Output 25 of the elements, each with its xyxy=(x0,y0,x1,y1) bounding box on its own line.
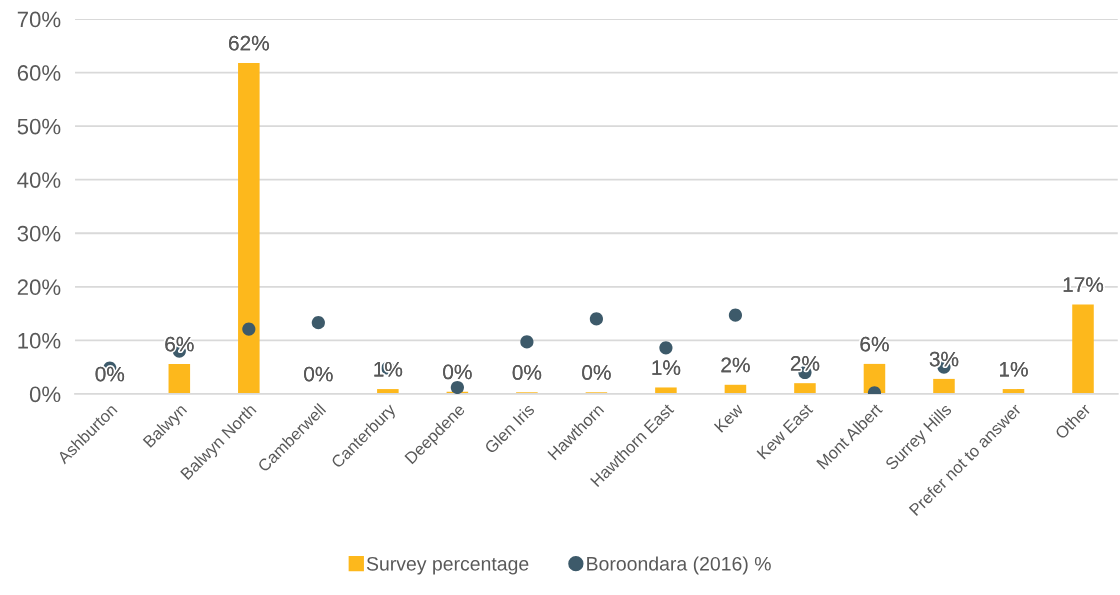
data-label: 62% xyxy=(229,35,269,51)
data-label: 3% xyxy=(929,351,959,367)
data-label: 6% xyxy=(860,336,889,352)
y-tick-label: 10% xyxy=(18,332,61,349)
data-label: 0% xyxy=(582,365,611,380)
data-label: 0% xyxy=(443,364,472,380)
data-label: 1% xyxy=(1000,361,1028,377)
data-label: 2% xyxy=(790,355,820,371)
legend-label: Survey percentage xyxy=(366,556,529,575)
data-label: 17% xyxy=(1063,277,1104,292)
y-tick-label: 40% xyxy=(17,172,61,188)
data-label: 0% xyxy=(304,366,333,382)
y-tick-label: 20% xyxy=(17,279,61,296)
data-label: 6% xyxy=(165,336,194,352)
x-tick-label: Glen Iris xyxy=(483,402,536,455)
y-tick-label: 60% xyxy=(17,65,61,81)
data-label: 1% xyxy=(652,360,681,375)
y-tick-label: 50% xyxy=(17,118,61,135)
y-tick-label: 0% xyxy=(29,386,61,403)
data-label: 2% xyxy=(721,357,750,373)
data-label: 0% xyxy=(512,365,542,380)
y-tick-label: 30% xyxy=(17,225,61,242)
legend-label: Boroondara (2016) % xyxy=(587,556,771,575)
y-tick-label: 70% xyxy=(17,11,61,28)
data-label: 0% xyxy=(95,366,125,382)
